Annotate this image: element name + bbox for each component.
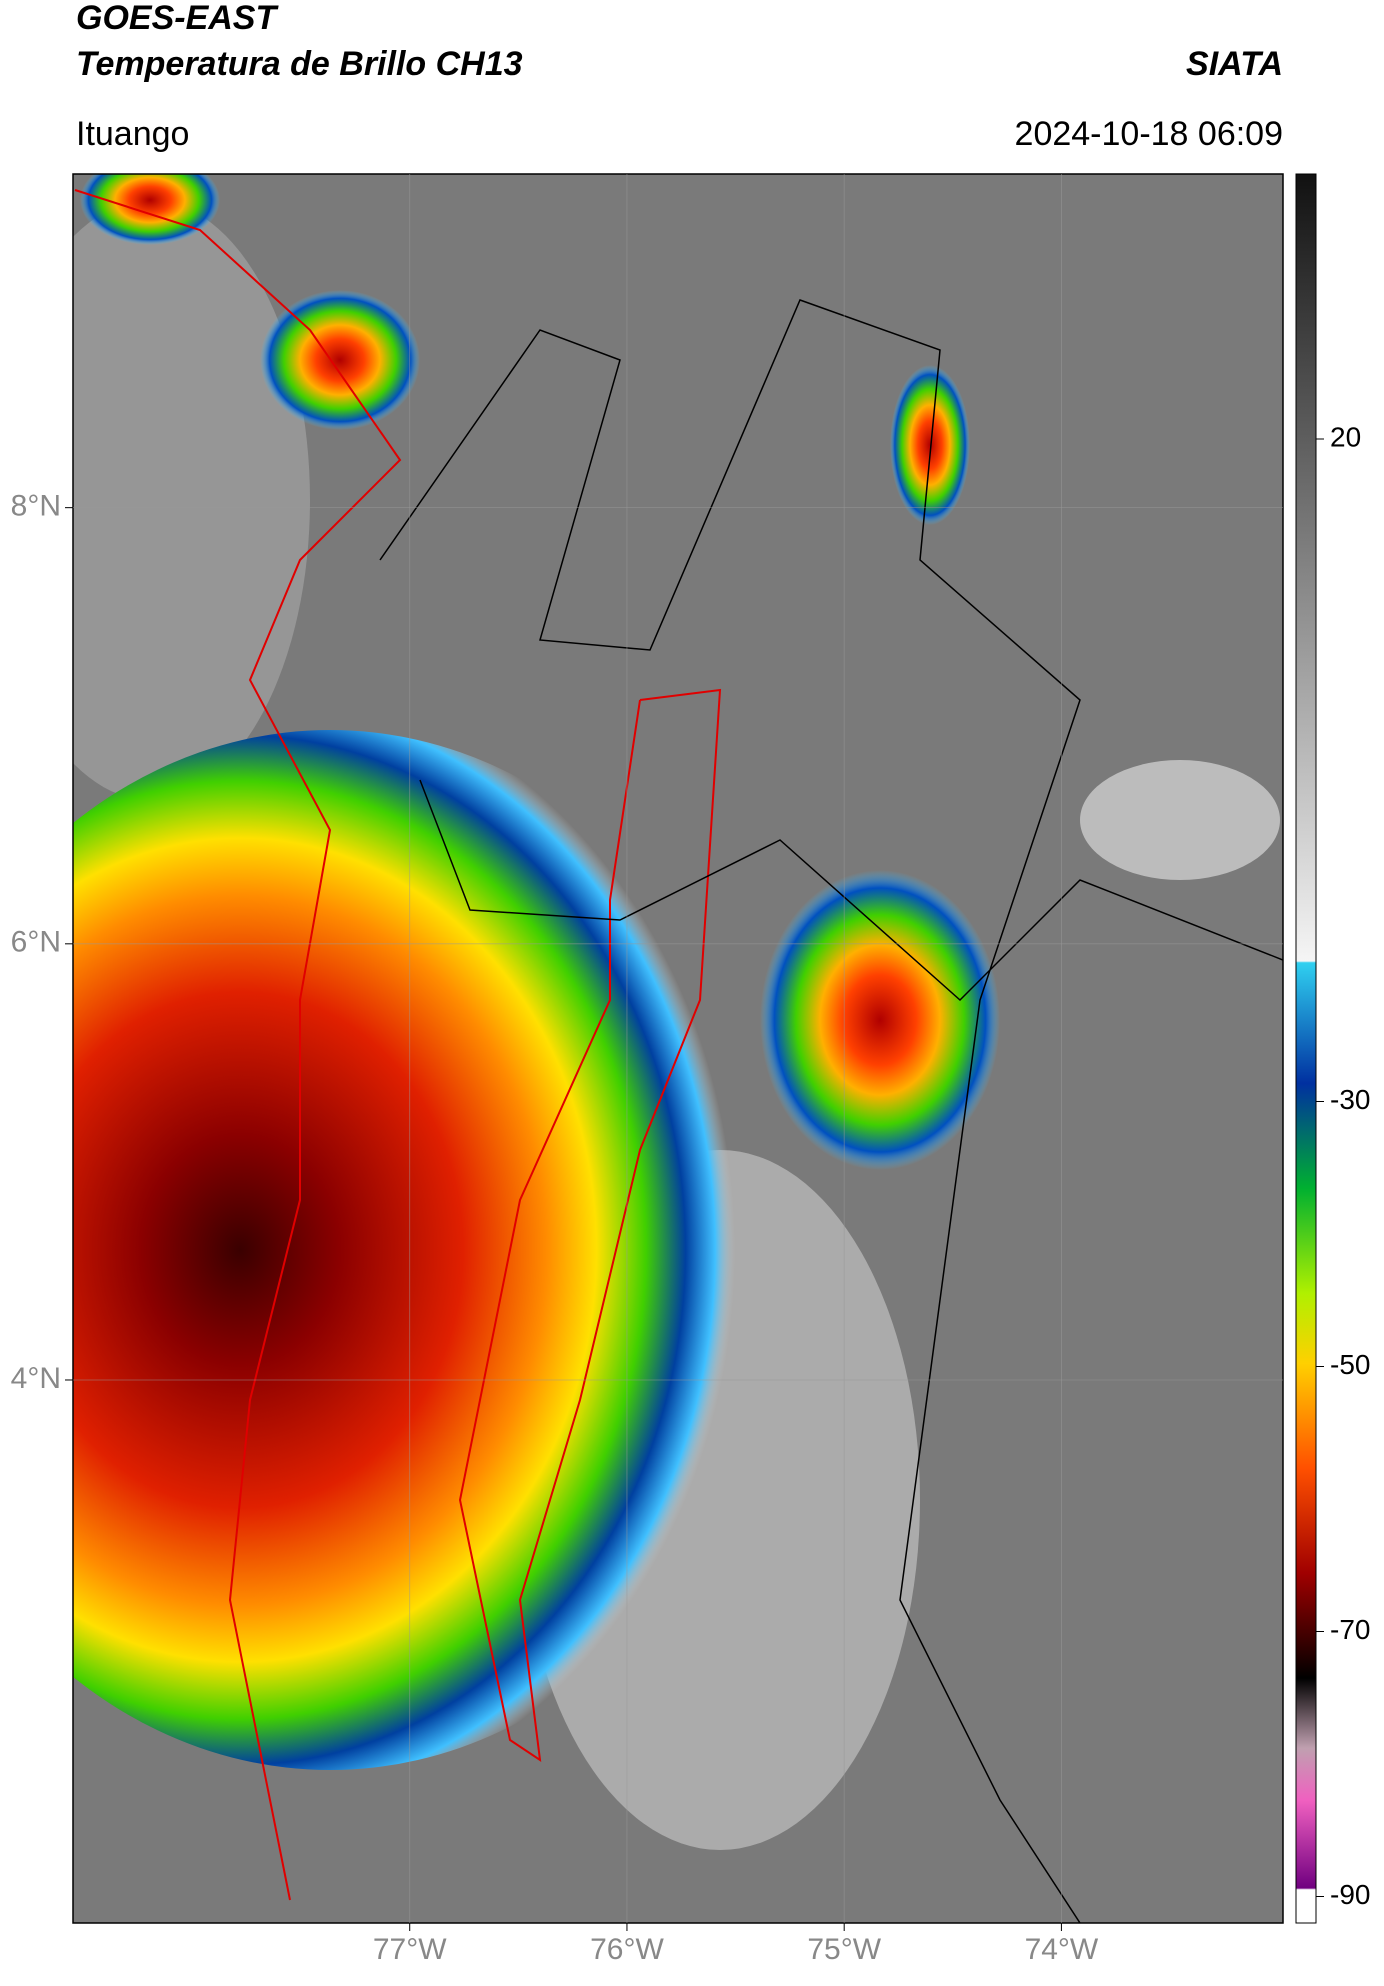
colorbar-tick-label: -90 [1330,1879,1370,1910]
colorbar-tick-label: -70 [1330,1614,1370,1645]
map-frame [72,173,1284,1924]
datetime: 2024-10-18 06:09 [1015,115,1283,153]
x-tick-label: 76°W [590,1933,664,1966]
colorbar-tick-label: 20 [1330,421,1361,452]
y-tick-label: 6°N [11,926,61,959]
colorbar-tick-label: -30 [1330,1084,1370,1115]
map-image [73,174,1283,1923]
title: GOES-EAST [76,0,279,37]
colorbar [1295,173,1317,1924]
y-tick-label: 4°N [11,1362,61,1395]
organization: SIATA [1186,45,1283,83]
colorbar-tick-label: -50 [1330,1349,1370,1380]
y-tick-label: 8°N [11,490,61,523]
subtitle: Temperatura de Brillo CH13 [76,45,523,83]
location: Ituango [76,115,189,153]
x-tick-label: 74°W [1025,1933,1099,1966]
x-tick-label: 75°W [807,1933,881,1966]
x-tick-label: 77°W [373,1933,447,1966]
